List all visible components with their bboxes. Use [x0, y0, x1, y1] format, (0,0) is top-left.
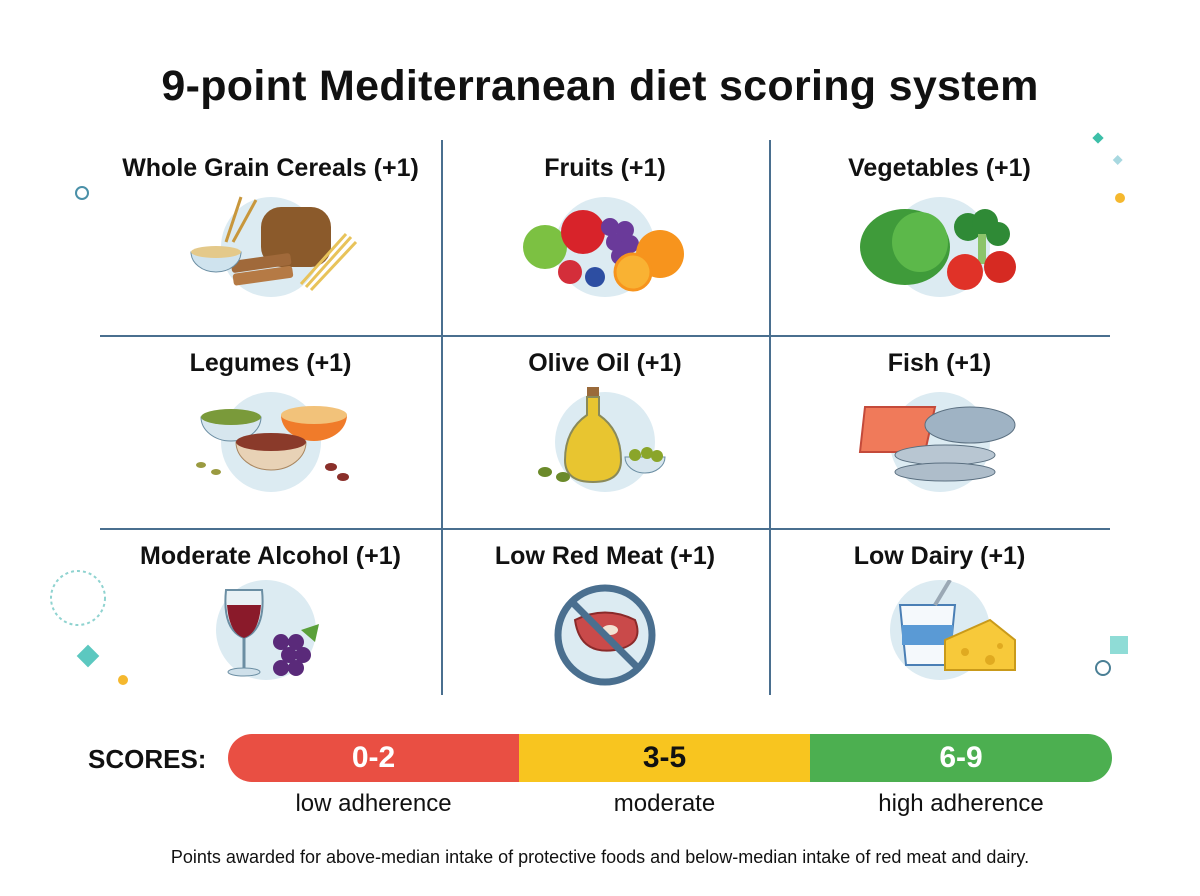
component-moderate-alcohol: Moderate Alcohol (+1)	[100, 528, 441, 695]
score-range-moderate: 3-5	[519, 734, 810, 782]
score-range-low: 0-2	[228, 734, 519, 782]
component-label: Fruits (+1)	[544, 154, 666, 182]
components-grid: Whole Grain Cereals (+1) Fruits (+1) Veg…	[100, 140, 1110, 695]
component-label: Low Dairy (+1)	[853, 542, 1026, 570]
component-fish: Fish (+1)	[769, 335, 1110, 528]
component-label: Legumes (+1)	[189, 349, 352, 377]
component-label: Olive Oil (+1)	[528, 349, 682, 377]
wine-grapes-icon	[215, 580, 319, 680]
grid-divider	[441, 140, 443, 695]
legumes-icon	[195, 392, 349, 492]
component-label: Whole Grain Cereals (+1)	[122, 154, 419, 182]
page-title: 9-point Mediterranean diet scoring syste…	[161, 62, 1039, 110]
score-description-moderate: moderate	[613, 790, 716, 817]
score-bar: 0-2 3-5 6-9	[228, 734, 1112, 782]
score-description-low: low adherence	[295, 790, 452, 817]
vegetables-icon	[859, 197, 1016, 297]
component-vegetables: Vegetables (+1)	[769, 140, 1110, 335]
component-fruits: Fruits (+1)	[441, 140, 769, 335]
footnote: Points awarded for above-median intake o…	[170, 847, 1030, 867]
olive-oil-icon	[538, 387, 666, 492]
no-red-meat-icon	[554, 584, 656, 686]
yogurt-cheese-icon	[889, 580, 1016, 680]
grains-bread-pasta-icon	[189, 196, 357, 297]
component-label: Low Red Meat (+1)	[494, 542, 716, 570]
grid-divider	[769, 140, 771, 695]
component-whole-grain-cereals: Whole Grain Cereals (+1)	[100, 140, 441, 335]
component-low-red-meat: Low Red Meat (+1)	[441, 528, 769, 695]
fish-icon	[858, 392, 1015, 492]
component-legumes: Legumes (+1)	[100, 335, 441, 528]
grid-divider	[100, 528, 1110, 530]
component-olive-oil: Olive Oil (+1)	[441, 335, 769, 528]
score-range-high: 6-9	[810, 734, 1112, 782]
component-label: Fish (+1)	[887, 349, 992, 377]
scores-label: SCORES:	[88, 744, 207, 774]
component-label: Vegetables (+1)	[848, 154, 1031, 182]
fruits-icon	[523, 197, 684, 297]
grid-divider	[100, 335, 1110, 337]
component-low-dairy: Low Dairy (+1)	[769, 528, 1110, 695]
score-description-high: high adherence	[878, 790, 1044, 817]
component-label: Moderate Alcohol (+1)	[140, 542, 401, 570]
